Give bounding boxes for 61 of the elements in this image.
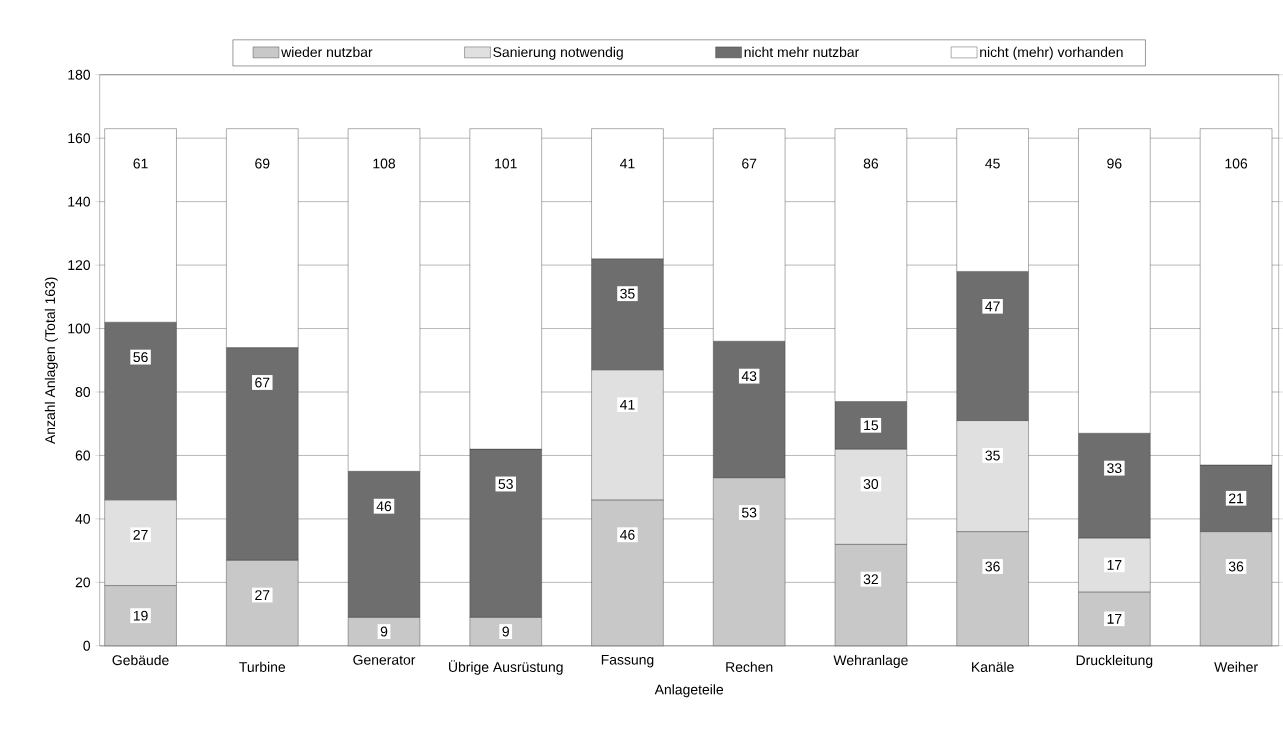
legend-label: wieder nutzbar — [281, 47, 373, 58]
y-tick-label: 20 — [75, 577, 91, 588]
x-tick-label: Rechen — [726, 661, 773, 673]
x-axis-title: Anlageteile — [654, 684, 724, 698]
data-label: 53 — [741, 507, 757, 518]
data-label: 27 — [255, 590, 270, 601]
data-label: 46 — [376, 501, 392, 512]
data-label: 61 — [133, 158, 148, 169]
y-tick-label: 40 — [75, 514, 91, 525]
x-tick-label: Turbine — [239, 661, 286, 673]
legend-label: Sanierung notwendig — [493, 47, 623, 61]
data-label: 67 — [255, 377, 270, 388]
data-label: 101 — [495, 158, 517, 169]
x-tick-label: Kanäle — [972, 661, 1014, 673]
x-tick-label: Übrige Ausrüstung — [449, 660, 563, 675]
y-tick-label: 160 — [68, 133, 91, 144]
data-label: 108 — [373, 158, 396, 169]
data-label: 69 — [255, 158, 270, 169]
data-label: 36 — [985, 561, 1000, 572]
x-tick-label: Wehranlage — [833, 655, 908, 669]
data-label: 46 — [620, 530, 635, 540]
data-label: 36 — [1228, 561, 1244, 572]
data-label: 67 — [742, 158, 757, 169]
data-label: 30 — [863, 479, 879, 490]
data-label: 32 — [863, 574, 878, 585]
data-label: 19 — [133, 610, 148, 621]
y-tick-label: 140 — [68, 196, 91, 207]
x-tick-label: Weiher — [1214, 661, 1258, 673]
data-label: 41 — [620, 159, 635, 169]
legend-label: nicht (mehr) vorhanden — [980, 47, 1123, 61]
y-tick-label: 80 — [75, 387, 91, 398]
x-tick-label: Gebäude — [112, 655, 169, 666]
legend-label: nicht mehr nutzbar — [744, 47, 860, 58]
y-tick-label: 60 — [75, 450, 91, 461]
data-label: 9 — [502, 626, 509, 637]
y-tick-label: 100 — [68, 323, 91, 334]
data-label: 45 — [985, 158, 1000, 169]
x-tick-label: Generator — [353, 655, 416, 666]
y-tick-label: 180 — [68, 70, 91, 80]
data-label: 33 — [1107, 463, 1122, 474]
y-tick-label: 120 — [68, 260, 91, 271]
data-label: 47 — [985, 301, 1000, 312]
data-label: 56 — [133, 352, 148, 363]
y-tick-label: 0 — [83, 641, 91, 651]
data-label: 17 — [1107, 614, 1122, 624]
data-label: 53 — [498, 479, 513, 490]
data-label: 17 — [1107, 560, 1122, 570]
data-label: 86 — [863, 158, 879, 169]
data-label: 96 — [1107, 158, 1122, 169]
data-label: 43 — [741, 371, 757, 382]
y-axis-title: Anzahl Anlagen (Total 163) — [44, 277, 58, 445]
data-label: 15 — [864, 420, 879, 431]
data-label: 35 — [620, 288, 635, 299]
data-label: 41 — [620, 400, 635, 410]
x-tick-label: Fassung — [601, 655, 654, 668]
data-label: 9 — [380, 626, 388, 637]
x-tick-label: Druckleitung — [1076, 655, 1153, 669]
data-label: 21 — [1229, 493, 1244, 504]
data-label: 106 — [1225, 158, 1248, 169]
data-label: 35 — [985, 450, 1000, 461]
data-label: 27 — [133, 530, 148, 540]
